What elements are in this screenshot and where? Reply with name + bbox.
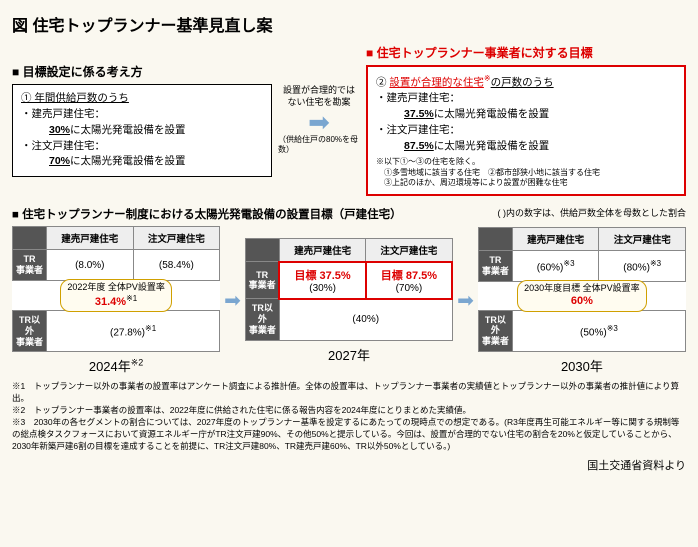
- right-l2c: に太陽光発電設備を設置: [434, 108, 550, 120]
- left-line1: ① 年間供給戸数のうち: [21, 92, 129, 104]
- badge30-val: 60%: [571, 295, 593, 307]
- left-section-head: ■ 目標設定に係る考え方: [12, 63, 272, 80]
- t24-r1c2: (58.4%): [133, 250, 220, 281]
- t27-r1c1: 目標 37.5%(30%): [279, 262, 365, 299]
- table-2024: 建売戸建住宅注文戸建住宅 TR 事業者 (8.0%) (58.4%) 2022年…: [12, 226, 220, 375]
- badge24-sup: ※1: [126, 294, 137, 303]
- right-note1: ①多雪地域に該当する住宅 ②都市部狭小地に該当する住宅: [376, 168, 676, 178]
- right-line1a: ②: [376, 77, 387, 89]
- right-l3c: に太陽光発電設備を設置: [434, 140, 550, 152]
- arrow-icon: ➡: [308, 109, 330, 135]
- left-l3a: ・注文戸建住宅：: [21, 140, 105, 152]
- right-l3a: ・注文戸建住宅：: [376, 124, 460, 136]
- top-row: ■ 目標設定に係る考え方 ① 年間供給戸数のうち ・建売戸建住宅： 30%に太陽…: [12, 44, 686, 196]
- figure-title: 図 住宅トップランナー基準見直し案: [12, 12, 686, 36]
- right-line1c: の戸数のうち: [491, 77, 554, 89]
- left-l2b: 30%: [49, 124, 70, 136]
- t27-r1h: TR 事業者: [245, 262, 279, 299]
- footnotes: ※1 トップランナー以外の事業者の設置率はアンケート調査による推計値。全体の設置…: [12, 381, 686, 452]
- table-2027: 建売戸建住宅注文戸建住宅 TR 事業者 目標 37.5%(30%) 目標 87.…: [245, 238, 453, 364]
- badge-2024: 2022年度 全体PV設置率 31.4%※1: [60, 279, 172, 312]
- arrow-icon-1: ➡: [224, 288, 241, 313]
- left-l2c: に太陽光発電設備を設置: [70, 124, 186, 136]
- right-col: ■ 住宅トップランナー事業者に対する目標 ② 設置が合理的な住宅※の戸数のうち …: [366, 44, 686, 196]
- t27-r1c2: 目標 87.5%(70%): [366, 262, 452, 299]
- t27-r2h: TR以外 事業者: [245, 299, 279, 340]
- year-2024: 2024年※2: [12, 356, 220, 375]
- right-line1b: 設置が合理的な住宅: [389, 77, 484, 89]
- t27-c2: 注文戸建住宅: [366, 238, 452, 262]
- arrow-col: 設置が合理的では ない住宅を勘案 ➡ （供給住戸の80%を母数）: [278, 85, 360, 155]
- left-l3c: に太陽光発電設備を設置: [70, 155, 186, 167]
- year-2027: 2027年: [245, 345, 453, 364]
- mid-head-text: ■ 住宅トップランナー制度における太陽光発電設備の設置目標（戸建住宅）: [12, 206, 402, 222]
- footnote-2: ※2 トップランナー事業者の設置率は、2022年度に供給された住宅に係る報告内容…: [12, 405, 686, 417]
- badge24-val: 31.4%: [95, 296, 126, 308]
- right-l3b: 87.5%: [404, 140, 434, 152]
- right-l2a: ・建売戸建住宅：: [376, 92, 460, 104]
- left-l2a: ・建売戸建住宅：: [21, 108, 105, 120]
- badge24-l1: 2022年度 全体PV設置率: [67, 282, 165, 292]
- left-col: ■ 目標設定に係る考え方 ① 年間供給戸数のうち ・建売戸建住宅： 30%に太陽…: [12, 63, 272, 177]
- left-box: ① 年間供給戸数のうち ・建売戸建住宅： 30%に太陽光発電設備を設置 ・注文戸…: [12, 84, 272, 177]
- footnote-3: ※3 2030年の各セグメントの割合については、2027年度のトップランナー基準…: [12, 417, 686, 453]
- year-2030: 2030年: [478, 356, 686, 375]
- tables-row: 建売戸建住宅注文戸建住宅 TR 事業者 (8.0%) (58.4%) 2022年…: [12, 226, 686, 375]
- badge30-l1: 2030年度目標 全体PV設置率: [524, 283, 640, 293]
- arrow-note1: 設置が合理的では: [283, 85, 355, 97]
- table-2030: 建売戸建住宅注文戸建住宅 TR 事業者 (60%)※3 (80%)※3 2030…: [478, 227, 686, 375]
- arrow-note3: （供給住戸の80%を母数）: [278, 135, 360, 156]
- t24-c1: 建売戸建住宅: [47, 227, 134, 250]
- right-box: ② 設置が合理的な住宅※の戸数のうち ・建売戸建住宅： 37.5%に太陽光発電設…: [366, 65, 686, 196]
- t30-r2h: TR以外 事業者: [478, 310, 512, 351]
- footnote-1: ※1 トップランナー以外の事業者の設置率はアンケート調査による推計値。全体の設置…: [12, 381, 686, 405]
- arrow-icon-2: ➡: [457, 288, 474, 313]
- badge-2030: 2030年度目標 全体PV設置率 60%: [517, 280, 647, 312]
- t30-c1: 建売戸建住宅: [512, 227, 599, 250]
- right-note2: ③上記のほか、周辺環境等により設置が困難な住宅: [376, 178, 676, 188]
- t27-r2: (40%): [279, 299, 452, 340]
- t24-r1c1: (8.0%): [47, 250, 134, 281]
- t24-r1h: TR 事業者: [13, 250, 47, 281]
- t30-c2: 注文戸建住宅: [599, 227, 686, 250]
- mid-head-note: ( )内の数字は、供給戸数全体を母数とした割合: [498, 206, 687, 222]
- t30-r1c1: (60%)※3: [512, 250, 599, 281]
- right-note-head: ※以下①～③の住宅を除く。: [376, 157, 676, 167]
- t27-c1: 建売戸建住宅: [279, 238, 365, 262]
- right-section-head: ■ 住宅トップランナー事業者に対する目標: [366, 44, 686, 61]
- right-line1sup: ※: [484, 74, 491, 83]
- t30-r2: (50%)※3: [512, 310, 685, 351]
- source-line: 国土交通省資料より: [12, 457, 686, 473]
- t30-r1c2: (80%)※3: [599, 250, 686, 281]
- t24-r2h: TR以外 事業者: [13, 311, 47, 352]
- left-l3b: 70%: [49, 155, 70, 167]
- t24-c2: 注文戸建住宅: [133, 227, 220, 250]
- t24-r2c1: (27.8%)※1: [47, 311, 220, 352]
- t30-r1h: TR 事業者: [478, 250, 512, 281]
- right-l2b: 37.5%: [404, 108, 434, 120]
- mid-section-head: ■ 住宅トップランナー制度における太陽光発電設備の設置目標（戸建住宅） ( )内…: [12, 206, 686, 222]
